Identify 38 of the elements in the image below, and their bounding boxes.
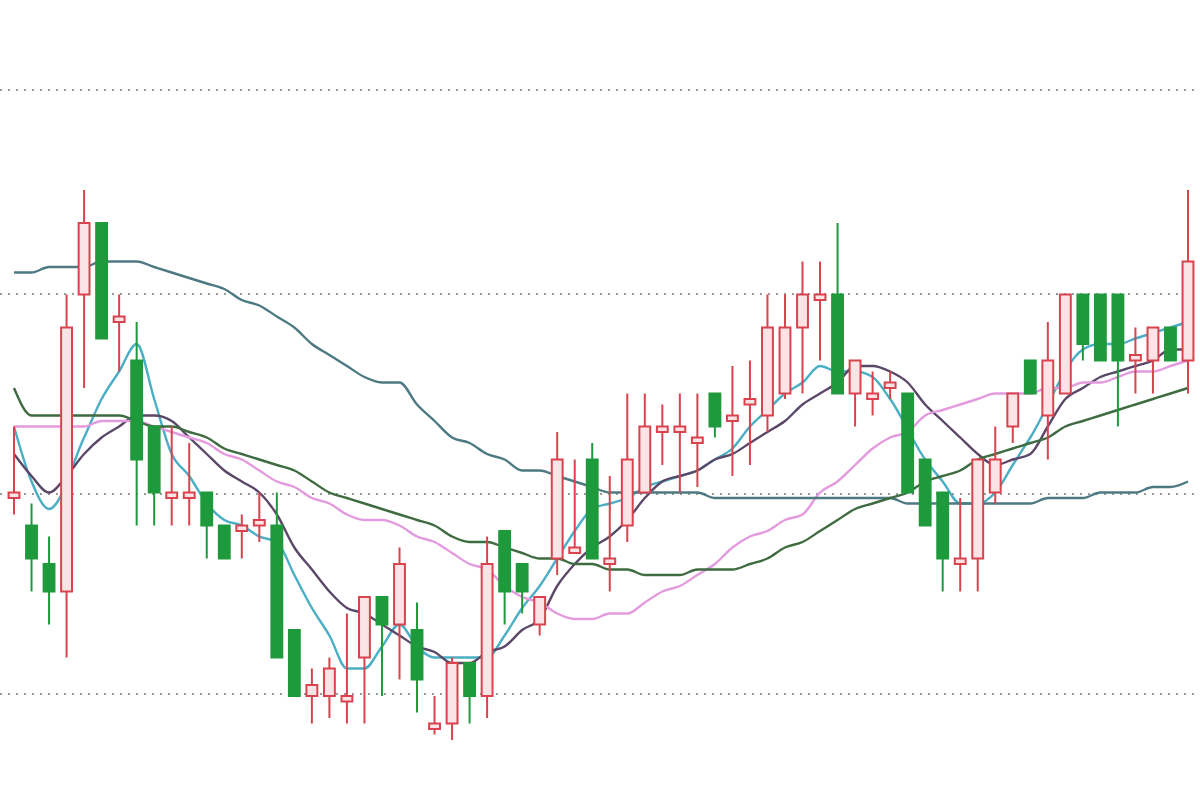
candlestick [603, 475, 617, 593]
candlestick [655, 403, 669, 466]
candlestick [725, 365, 739, 477]
candlestick [848, 359, 862, 428]
candlestick [515, 563, 529, 615]
candlestick [305, 667, 319, 725]
candlestick [235, 513, 249, 560]
candlestick [568, 458, 582, 554]
candlestick [690, 392, 704, 488]
candlestick [182, 442, 196, 527]
candlestick [463, 662, 477, 725]
candlestick [988, 425, 1002, 505]
candlestick [375, 596, 389, 697]
candlestick [673, 392, 687, 494]
candlestick [112, 293, 126, 373]
candlestick [340, 612, 354, 725]
candlestick [42, 535, 56, 626]
candlestick [1023, 359, 1037, 395]
candlestick [953, 497, 967, 593]
candlestick [883, 370, 897, 400]
candlestick [708, 392, 722, 439]
candlestick [796, 260, 809, 395]
candlestick [1006, 392, 1020, 444]
candlestick [743, 359, 757, 466]
candlestick [533, 596, 547, 637]
candlestick [813, 260, 827, 362]
candlestick [866, 370, 880, 417]
candlestick [7, 425, 21, 516]
candlestick [1164, 326, 1177, 362]
candlestick [428, 695, 441, 736]
candlestick [200, 491, 214, 560]
candlestick [25, 502, 38, 593]
candlestick [322, 656, 336, 719]
candlestick [217, 524, 231, 560]
candlestick [1146, 326, 1160, 395]
candlestick [252, 491, 266, 543]
candlestick [165, 425, 179, 527]
candlestick [1129, 326, 1142, 395]
